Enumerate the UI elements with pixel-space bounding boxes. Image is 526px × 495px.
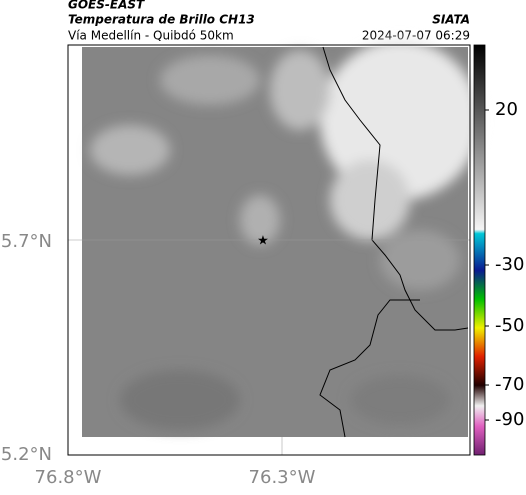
colorbar-tick-label: -50: [495, 315, 524, 336]
lon-label: 76.8°W: [35, 467, 102, 488]
lat-label: 5.2°N: [1, 444, 52, 465]
satellite-image: [82, 40, 480, 437]
source: GOES-EAST: [68, 0, 145, 12]
datetime: 2024-07-07 06:29: [362, 29, 470, 43]
colorbar-tick-label: -70: [495, 374, 524, 395]
lat-label: 5.7°N: [1, 231, 52, 252]
colorbar-tick-label: 20: [495, 99, 518, 120]
border: [322, 46, 469, 331]
border: [319, 299, 420, 438]
colorbar-tick-label: -90: [495, 409, 524, 430]
map-frame: [67, 44, 471, 456]
org: SIATA: [432, 13, 470, 27]
lon-label: 76.3°W: [249, 467, 316, 488]
colorbar-tick-label: -30: [495, 254, 524, 275]
location-marker: ★: [257, 234, 269, 249]
colorbar-ticks: 20 -30 -50 -70 -90: [485, 99, 524, 430]
subtitle: Vía Medellín - Quibdó 50km: [68, 29, 234, 43]
title: Temperatura de Brillo CH13: [68, 13, 255, 27]
colorbar: [473, 44, 486, 456]
